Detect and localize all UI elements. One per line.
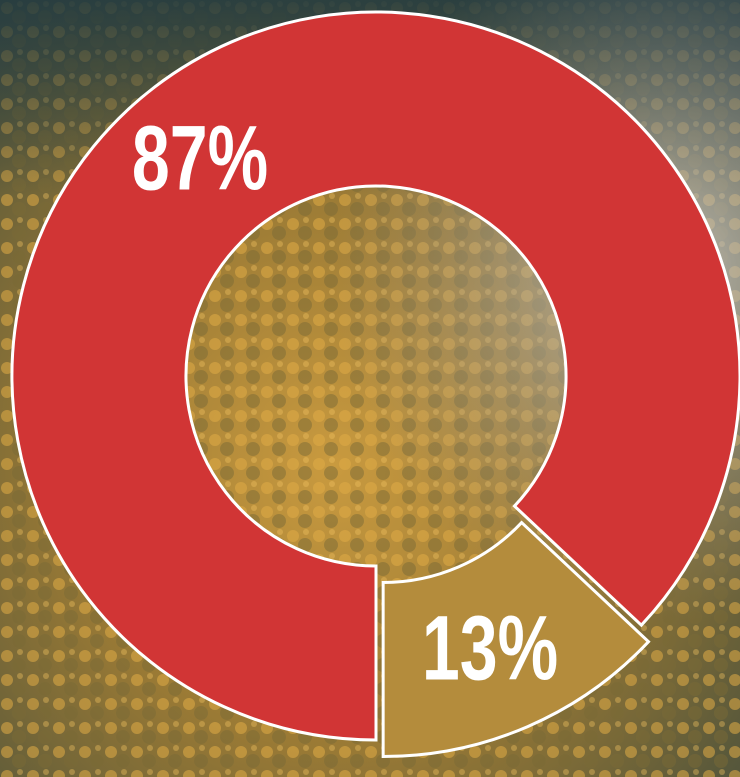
data-label: 13%	[422, 597, 558, 699]
chart: 87% 13%	[0, 0, 740, 777]
data-label: 87%	[132, 107, 268, 209]
page: 87%13% (() => { const data = JSON.parse(…	[0, 0, 740, 777]
